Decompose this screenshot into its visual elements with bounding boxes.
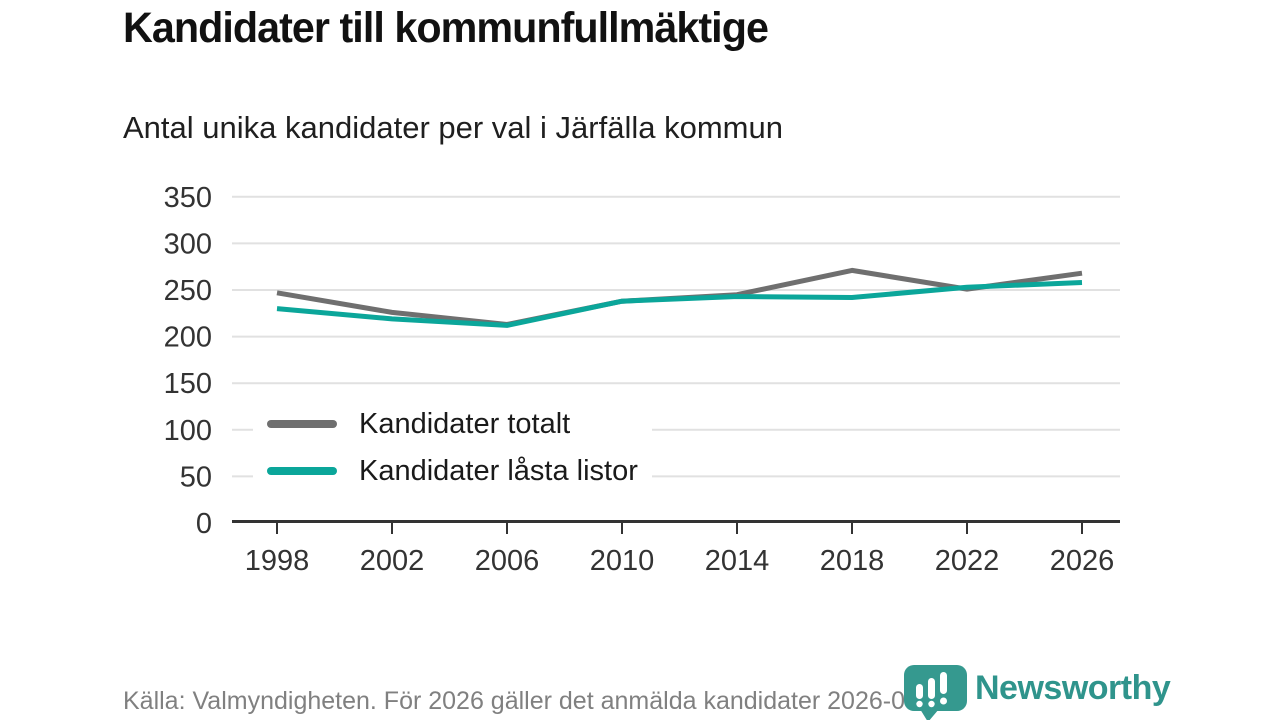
- svg-text:2006: 2006: [475, 545, 540, 577]
- legend-item-lasta-listor: Kandidater låsta listor: [267, 452, 638, 490]
- svg-text:300: 300: [164, 228, 212, 260]
- svg-text:0: 0: [196, 508, 212, 540]
- svg-text:200: 200: [164, 322, 212, 354]
- svg-text:2002: 2002: [360, 545, 425, 577]
- svg-text:350: 350: [164, 182, 212, 214]
- legend-item-totalt: Kandidater totalt: [267, 405, 638, 443]
- svg-text:2014: 2014: [705, 545, 770, 577]
- svg-text:100: 100: [164, 415, 212, 447]
- page-subtitle: Antal unika kandidater per val i Järfäll…: [123, 110, 783, 145]
- svg-text:2010: 2010: [590, 545, 655, 577]
- svg-text:50: 50: [180, 461, 212, 493]
- newsworthy-logo-icon: [904, 665, 967, 720]
- page-title: Kandidater till kommunfullmäktige: [123, 4, 769, 52]
- legend-label-totalt: Kandidater totalt: [359, 407, 571, 440]
- svg-text:1998: 1998: [245, 545, 310, 577]
- chart-legend: Kandidater totalt Kandidater låsta listo…: [253, 399, 652, 496]
- newsworthy-wordmark: Newsworthy: [975, 669, 1171, 707]
- source-note: Källa: Valmyndigheten. För 2026 gäller d…: [123, 687, 962, 715]
- svg-text:150: 150: [164, 368, 212, 400]
- legend-swatch-lasta-listor: [267, 467, 337, 475]
- legend-swatch-totalt: [267, 420, 337, 428]
- svg-text:2026: 2026: [1050, 545, 1115, 577]
- newsworthy-logo: Newsworthy: [903, 663, 1171, 720]
- svg-text:250: 250: [164, 275, 212, 307]
- svg-text:2022: 2022: [935, 545, 1000, 577]
- svg-text:2018: 2018: [820, 545, 885, 577]
- legend-label-lasta-listor: Kandidater låsta listor: [359, 454, 638, 487]
